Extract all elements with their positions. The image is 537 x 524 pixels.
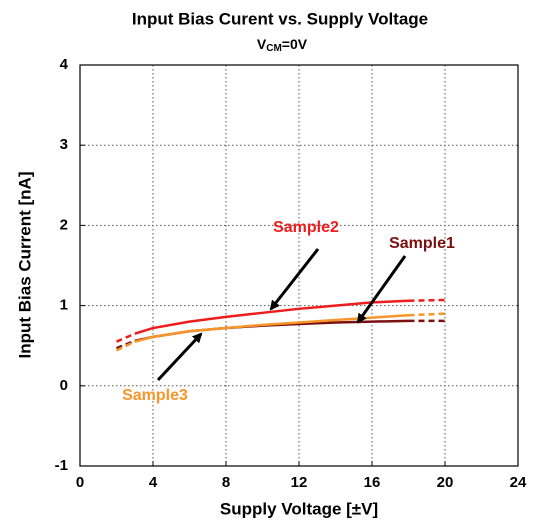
x-tick-label: 20 — [437, 474, 454, 491]
y-tick-label: 2 — [60, 216, 68, 233]
y-tick-label: 0 — [60, 377, 68, 394]
x-tick-label: 12 — [291, 474, 308, 491]
x-tick-label: 0 — [76, 474, 84, 491]
annotation-arrow — [156, 332, 203, 382]
x-tick-label: 4 — [149, 474, 158, 491]
y-tick-label: 4 — [60, 56, 69, 73]
series-line — [134, 299, 409, 335]
chart-title: Input Bias Curent vs. Supply Voltage — [132, 9, 428, 28]
x-tick-label: 24 — [510, 474, 527, 491]
chart-subtitle: VCM=0V — [257, 36, 308, 54]
x-axis-label: Supply Voltage [±V] — [220, 499, 378, 518]
annotation-arrow — [356, 255, 407, 324]
series-line-dashed — [116, 339, 136, 350]
y-axis-label: Input Bias Current [nA] — [15, 172, 34, 359]
plot-frame — [79, 64, 519, 467]
y-tick-label: 1 — [60, 297, 68, 314]
series-line — [134, 313, 409, 343]
subtitle-subscript: CM — [266, 43, 282, 54]
series-line-dashed — [115, 340, 136, 352]
series-line-dashed — [115, 332, 136, 343]
series-label: Sample2 — [273, 219, 339, 236]
x-tick-label: 8 — [222, 474, 230, 491]
y-tick-label: 3 — [60, 136, 68, 153]
subtitle-part: =0V — [282, 36, 308, 52]
annotation-arrow — [269, 248, 320, 311]
series-line-dashed — [408, 298, 446, 303]
subtitle-part: V — [257, 36, 267, 52]
series-line-dashed — [408, 312, 446, 317]
series-label: Sample1 — [389, 235, 455, 252]
y-tick-label: -1 — [55, 457, 68, 474]
x-tick-label: 16 — [364, 474, 381, 491]
series-label: Sample3 — [122, 387, 188, 404]
